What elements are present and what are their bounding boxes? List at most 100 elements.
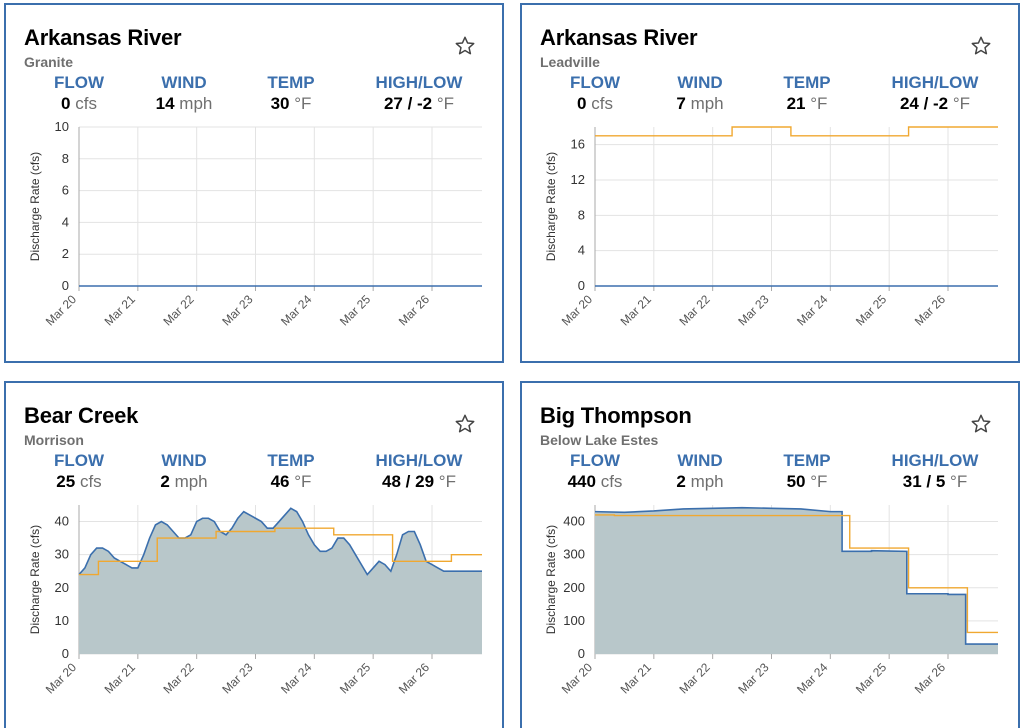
discharge-area	[595, 507, 998, 654]
flow-value: 0	[61, 94, 71, 113]
gauge-card-arkansas-granite[interactable]: Arkansas River Granite FLOW 0 cfs WIND 1…	[4, 3, 504, 363]
flow-unit: cfs	[591, 94, 613, 113]
flow-unit: cfs	[75, 94, 97, 113]
highlow-value: 48 / 29	[382, 472, 435, 491]
x-tick-label: Mar 22	[676, 660, 713, 697]
temp-unit: °F	[294, 472, 312, 491]
x-tick-label: Mar 21	[618, 660, 655, 697]
temp-stat: TEMP 21 °F	[752, 73, 862, 114]
x-tick-label: Mar 26	[396, 660, 433, 697]
flow-value: 0	[577, 94, 587, 113]
gauge-card-big-thompson[interactable]: Big Thompson Below Lake Estes FLOW 440 c…	[520, 381, 1020, 728]
temp-value: 30	[270, 94, 290, 113]
card-title: Big Thompson	[540, 403, 692, 428]
y-tick-label: 0	[62, 278, 69, 293]
y-tick-label: 12	[571, 172, 585, 187]
y-tick-label: 4	[62, 214, 69, 229]
x-tick-label: Mar 21	[102, 292, 139, 329]
temp-value: 46	[270, 472, 290, 491]
wind-label: WIND	[677, 451, 723, 470]
x-tick-label: Mar 22	[676, 292, 713, 329]
flow-stat: FLOW 0 cfs	[24, 73, 134, 114]
flow-label: FLOW	[569, 73, 621, 92]
wind-stat: WIND 2 mph	[645, 451, 755, 492]
highlow-label: HIGH/LOW	[375, 73, 463, 92]
flow-stat: FLOW 25 cfs	[24, 451, 134, 492]
x-tick-label: Mar 23	[219, 660, 256, 697]
y-tick-label: 400	[563, 514, 585, 529]
x-tick-label: Mar 25	[853, 660, 890, 697]
discharge-chart: 0 100 200 300 400 Mar 20 Mar 21 Mar 22 Mar 23 Mar…	[544, 505, 998, 697]
temp-label: TEMP	[267, 451, 315, 470]
discharge-area	[79, 508, 482, 654]
temp-label: TEMP	[783, 73, 831, 92]
flow-value: 440	[567, 472, 596, 491]
highlow-unit: °F	[438, 472, 456, 491]
card-subtitle: Morrison	[24, 432, 84, 448]
y-tick-label: 16	[571, 137, 585, 152]
highlow-unit: °F	[952, 94, 971, 113]
y-tick-label: 30	[55, 547, 69, 562]
y-tick-label: 200	[563, 580, 585, 595]
y-axis-label: Discharge Rate (cfs)	[544, 525, 558, 634]
wind-value: 14	[155, 94, 175, 113]
x-tick-label: Mar 25	[337, 660, 374, 697]
flow-unit: cfs	[79, 472, 102, 491]
x-tick-label: Mar 25	[853, 292, 890, 329]
star-icon[interactable]	[970, 35, 992, 57]
x-tick-label: Mar 26	[912, 660, 949, 697]
y-tick-label: 8	[62, 151, 69, 166]
y-tick-label: 300	[563, 547, 585, 562]
card-title: Arkansas River	[540, 25, 698, 50]
wind-label: WIND	[161, 451, 207, 470]
highlow-stat: HIGH/LOW 48 / 29 °F	[354, 451, 484, 492]
star-icon[interactable]	[970, 413, 992, 435]
y-tick-label: 0	[62, 646, 69, 661]
wind-label: WIND	[161, 73, 207, 92]
card-subtitle: Leadville	[540, 54, 600, 70]
gauge-card-bear-creek[interactable]: Bear Creek Morrison FLOW 25 cfs WIND 2 m…	[4, 381, 504, 728]
highlow-value: 27 / -2	[383, 94, 433, 113]
y-axis-label: Discharge Rate (cfs)	[28, 525, 42, 634]
x-tick-label: Mar 26	[912, 292, 949, 329]
y-tick-label: 100	[563, 613, 585, 628]
wind-label: WIND	[677, 73, 723, 92]
highlow-unit: °F	[950, 472, 968, 491]
card-title: Arkansas River	[24, 25, 182, 50]
x-tick-label: Mar 23	[219, 292, 256, 329]
x-tick-label: Mar 24	[794, 660, 831, 697]
x-tick-label: Mar 20	[43, 292, 80, 329]
y-tick-label: 4	[578, 243, 585, 258]
temp-stat: TEMP 30 °F	[236, 73, 346, 114]
discharge-line	[78, 507, 482, 576]
card-subtitle: Below Lake Estes	[540, 432, 659, 448]
wind-unit: mph	[690, 94, 724, 113]
wind-unit: mph	[179, 94, 213, 113]
wind-unit: mph	[690, 472, 724, 491]
temp-value: 21	[786, 94, 806, 113]
highlow-stat: HIGH/LOW 31 / 5 °F	[870, 451, 1000, 492]
star-icon[interactable]	[454, 413, 476, 435]
highlow-value: 24 / -2	[899, 94, 949, 113]
median-line	[595, 514, 998, 634]
discharge-line	[594, 506, 998, 645]
star-icon[interactable]	[454, 35, 476, 57]
y-tick-label: 2	[62, 246, 69, 261]
y-tick-label: 40	[55, 514, 69, 529]
x-tick-label: Mar 24	[278, 660, 315, 697]
highlow-unit: °F	[436, 94, 455, 113]
x-tick-label: Mar 22	[160, 292, 197, 329]
wind-value: 2	[160, 472, 170, 491]
highlow-stat: HIGH/LOW 27 / -2 °F	[354, 73, 484, 114]
temp-label: TEMP	[267, 73, 315, 92]
temp-unit: °F	[810, 472, 828, 491]
x-tick-label: Mar 22	[160, 660, 197, 697]
wind-value: 7	[676, 94, 686, 113]
flow-label: FLOW	[569, 451, 621, 470]
gauge-card-arkansas-leadville[interactable]: Arkansas River Leadville FLOW 0 cfs WIND…	[520, 3, 1020, 363]
highlow-label: HIGH/LOW	[375, 451, 463, 470]
flow-value: 25	[56, 472, 76, 491]
x-tick-label: Mar 20	[559, 292, 596, 329]
y-axis-label: Discharge Rate (cfs)	[544, 152, 558, 261]
y-tick-label: 10	[55, 613, 69, 628]
